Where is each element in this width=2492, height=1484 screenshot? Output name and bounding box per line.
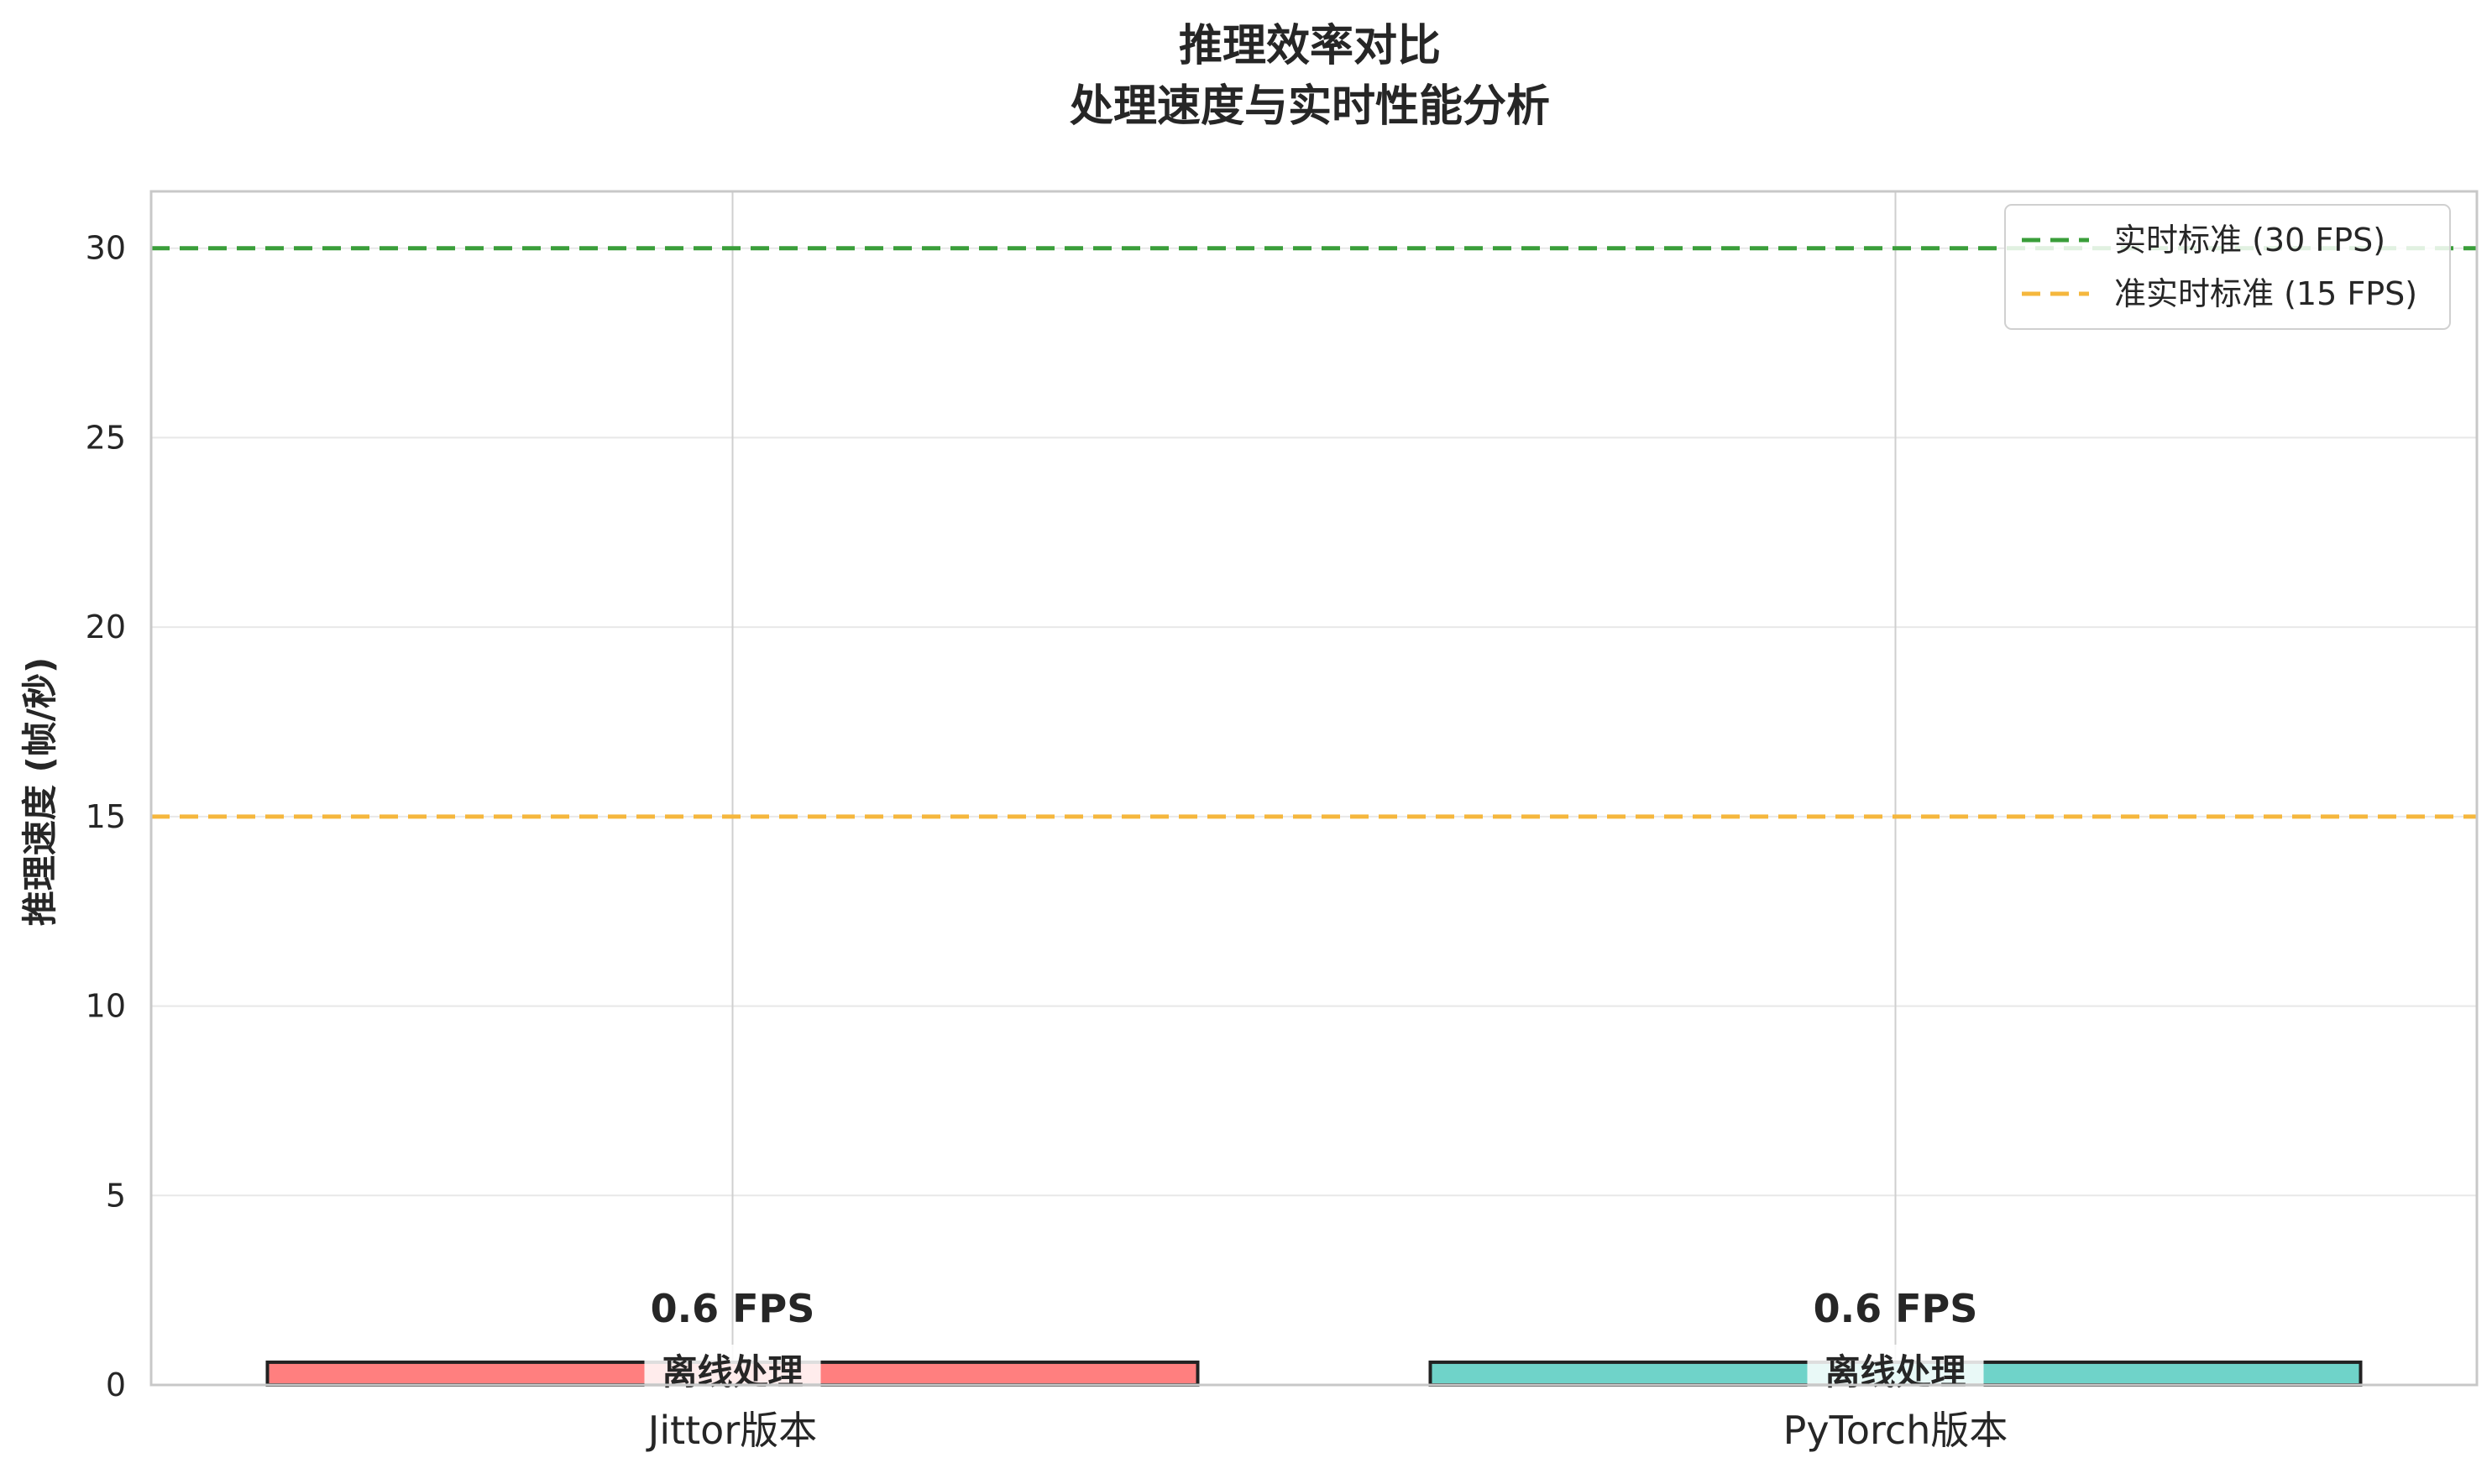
plot-frame [149,190,2479,1387]
reference-lines [151,246,2477,819]
chart-title-line-2: 处理速度与实时性能分析 [1070,81,1550,132]
bar-value-label: 0.6 FPS [1814,1286,1978,1331]
y-tick-label: 0 [106,1366,126,1403]
chart-title-line-1: 推理效率对比 [1179,21,1441,71]
axes: 0 5 10 15 20 25 30 Jittor版本 PyTorch版本 [86,190,2479,1453]
bars [265,1360,2363,1387]
y-tick-label: 5 [106,1177,126,1214]
bar-value-label: 0.6 FPS [651,1286,815,1331]
x-tick-label: PyTorch版本 [1783,1408,2008,1453]
chart-title: 推理效率对比 处理速度与实时性能分析 [1070,21,1550,132]
legend-box [2004,204,2451,330]
legend: 实时标准 (30 FPS) 准实时标准 (15 FPS) [2004,204,2451,330]
y-tick-label: 10 [86,988,126,1025]
x-tick-label: Jittor版本 [646,1408,817,1453]
legend-entry: 准实时标准 (15 FPS) [2114,275,2417,312]
y-tick-label: 30 [86,230,126,267]
y-tick-label: 25 [86,419,126,456]
grid-layer [151,191,2477,1386]
y-axis-label: 推理速度 (帧/秒) [19,657,60,926]
y-tick-label: 20 [86,609,126,645]
bar-mode-label: 离线处理 [662,1351,803,1393]
bar-mode-label: 离线处理 [1824,1351,1966,1393]
legend-entry: 实时标准 (30 FPS) [2114,222,2385,259]
y-tick-label: 15 [86,798,126,835]
